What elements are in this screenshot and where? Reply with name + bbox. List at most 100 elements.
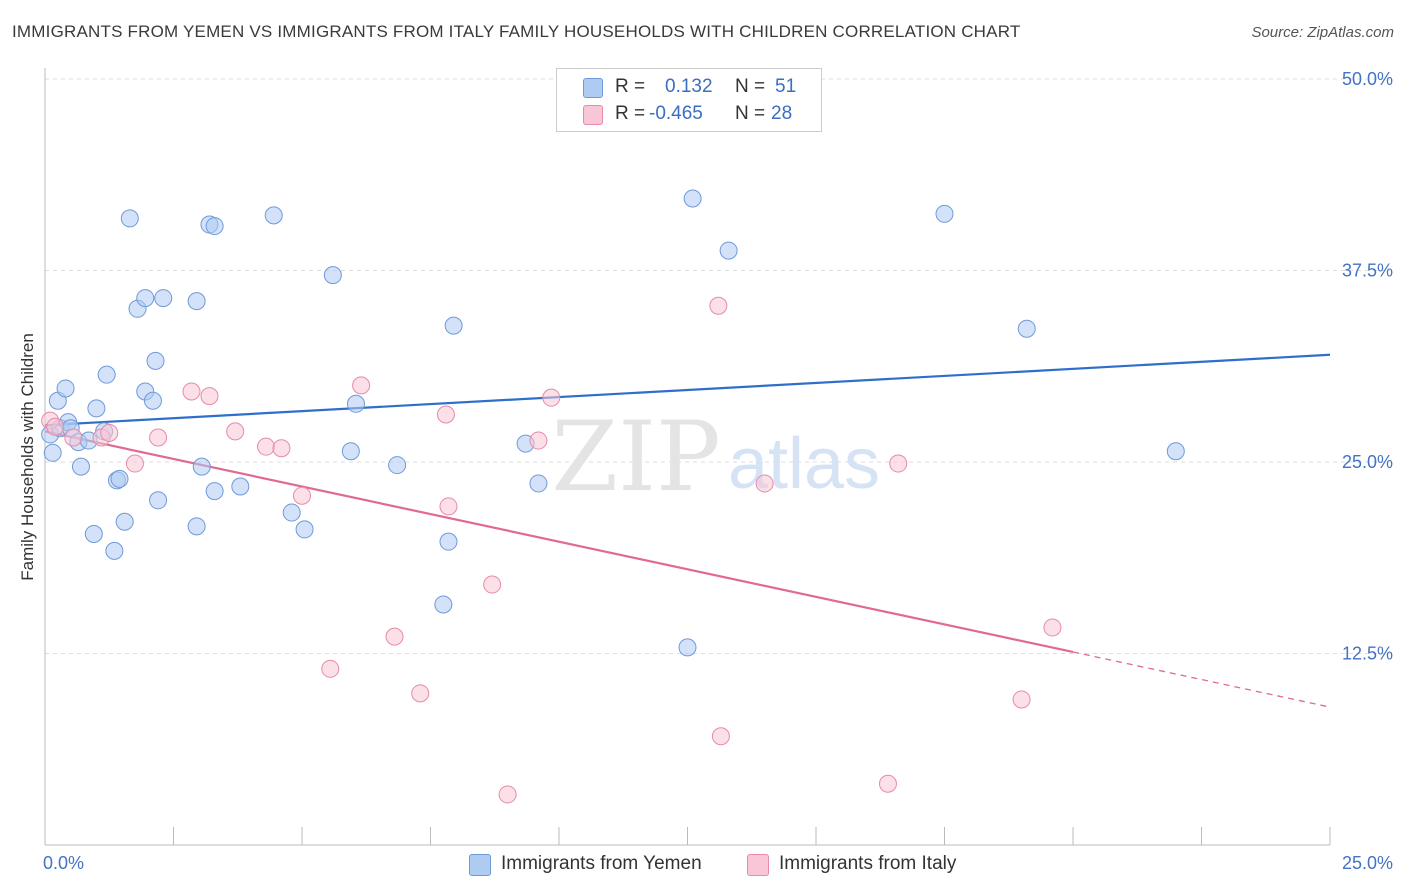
correlation-legend: R = 0.132 N = 51 R = -0.465 N = 28 <box>556 68 822 132</box>
legend-swatch-italy <box>583 105 603 125</box>
yemen-point <box>187 517 206 536</box>
italy-point <box>889 454 908 473</box>
yemen-point <box>205 217 224 236</box>
yemen-point <box>87 399 106 418</box>
series-legend: Immigrants from Yemen Immigrants from It… <box>0 852 1406 878</box>
italy-point <box>385 627 404 646</box>
y-tick-label: 25.0% <box>1342 452 1393 472</box>
legend-swatch-yemen <box>583 78 603 98</box>
legend-r-value: 0.132 <box>665 76 713 97</box>
legend-swatch-yemen <box>469 854 491 876</box>
legend-label-italy: Immigrants from Italy <box>779 853 957 874</box>
legend-r-label: R = <box>615 76 646 97</box>
yemen-trend-line <box>44 353 1331 427</box>
yemen-point <box>434 595 453 614</box>
italy-point <box>200 387 219 406</box>
yemen-point <box>264 206 283 225</box>
italy-trend-extension <box>1072 651 1331 708</box>
yemen-point <box>282 503 301 522</box>
yemen-point <box>154 289 173 308</box>
y-tick-label: 37.5% <box>1342 261 1393 281</box>
italy-point <box>411 684 430 703</box>
yemen-point <box>143 391 162 410</box>
italy-point <box>755 474 774 493</box>
yemen-point <box>439 532 458 551</box>
yemen-point <box>683 189 702 208</box>
italy-point <box>1012 690 1031 709</box>
legend-row-yemen: R = 0.132 N = 51 <box>557 74 821 100</box>
yemen-point <box>43 443 62 462</box>
italy-point <box>352 376 371 395</box>
yemen-point <box>323 266 342 285</box>
gridlines <box>45 78 1390 654</box>
yemen-point <box>205 482 224 501</box>
legend-n-value: 51 <box>775 76 797 97</box>
yemen-point <box>388 456 407 475</box>
italy-point <box>321 659 340 678</box>
yemen-point <box>97 365 116 384</box>
italy-point <box>439 497 458 516</box>
watermark-atlas: atlas <box>728 424 880 504</box>
y-tick-label: 12.5% <box>1342 644 1393 664</box>
yemen-point <box>444 316 463 335</box>
yemen-point <box>346 394 365 413</box>
italy-point <box>149 428 168 447</box>
yemen-point <box>295 520 314 539</box>
x-tick-label: 0.0% <box>43 853 84 873</box>
tick-labels: 12.5% 25.0% 37.5% 50.0% 0.0% 25.0% <box>43 69 1393 873</box>
italy-point <box>226 422 245 441</box>
legend-n-value: 28 <box>771 103 793 124</box>
chart-title: IMMIGRANTS FROM YEMEN VS IMMIGRANTS FROM… <box>12 22 1021 41</box>
legend-row-italy: R = -0.465 N = 28 <box>557 101 821 127</box>
watermark: ZIP atlas <box>551 401 880 513</box>
yemen-point <box>192 457 211 476</box>
y-tick-label: 50.0% <box>1342 69 1393 89</box>
yemen-point <box>678 638 697 657</box>
yemen-point <box>1166 442 1185 461</box>
legend-r-label: R = <box>615 103 646 124</box>
yemen-point <box>1017 319 1036 338</box>
italy-point <box>878 774 897 793</box>
yemen-point <box>110 469 129 488</box>
italy-point <box>64 428 83 447</box>
legend-label-yemen: Immigrants from Yemen <box>501 853 702 874</box>
italy-point <box>529 431 548 450</box>
italy-point <box>272 439 291 458</box>
italy-point <box>436 405 455 424</box>
italy-point <box>293 486 311 505</box>
trend-lines <box>44 353 1331 708</box>
watermark-zip: ZIP <box>551 401 720 513</box>
italy-point <box>182 382 201 401</box>
italy-point <box>100 423 119 442</box>
data-points <box>41 189 1185 804</box>
italy-point <box>498 785 517 804</box>
italy-point <box>483 575 502 594</box>
legend-n-label: N = <box>735 103 766 124</box>
italy-point <box>46 417 65 436</box>
yemen-point <box>146 351 165 370</box>
italy-point <box>711 727 730 746</box>
legend-swatch-italy <box>747 854 769 876</box>
italy-point <box>542 388 561 407</box>
italy-point <box>257 437 276 456</box>
yemen-point <box>187 292 206 311</box>
x-tick-label: 25.0% <box>1342 853 1393 873</box>
yemen-point <box>529 474 548 493</box>
yemen-point <box>120 209 139 228</box>
yemen-point <box>231 477 250 496</box>
yemen-point <box>105 541 124 560</box>
yemen-point <box>56 379 75 398</box>
yemen-point <box>115 512 134 531</box>
yemen-point <box>84 525 103 544</box>
yemen-point <box>341 442 360 461</box>
legend-r-value: -0.465 <box>649 103 703 124</box>
yemen-point <box>935 204 954 223</box>
yemen-point <box>71 457 90 476</box>
italy-trend-line <box>44 430 1074 654</box>
legend-n-label: N = <box>735 76 766 97</box>
yemen-point <box>149 491 168 510</box>
yemen-point <box>719 241 738 260</box>
source-label: Source: ZipAtlas.com <box>1251 24 1394 41</box>
italy-point <box>1043 618 1062 637</box>
